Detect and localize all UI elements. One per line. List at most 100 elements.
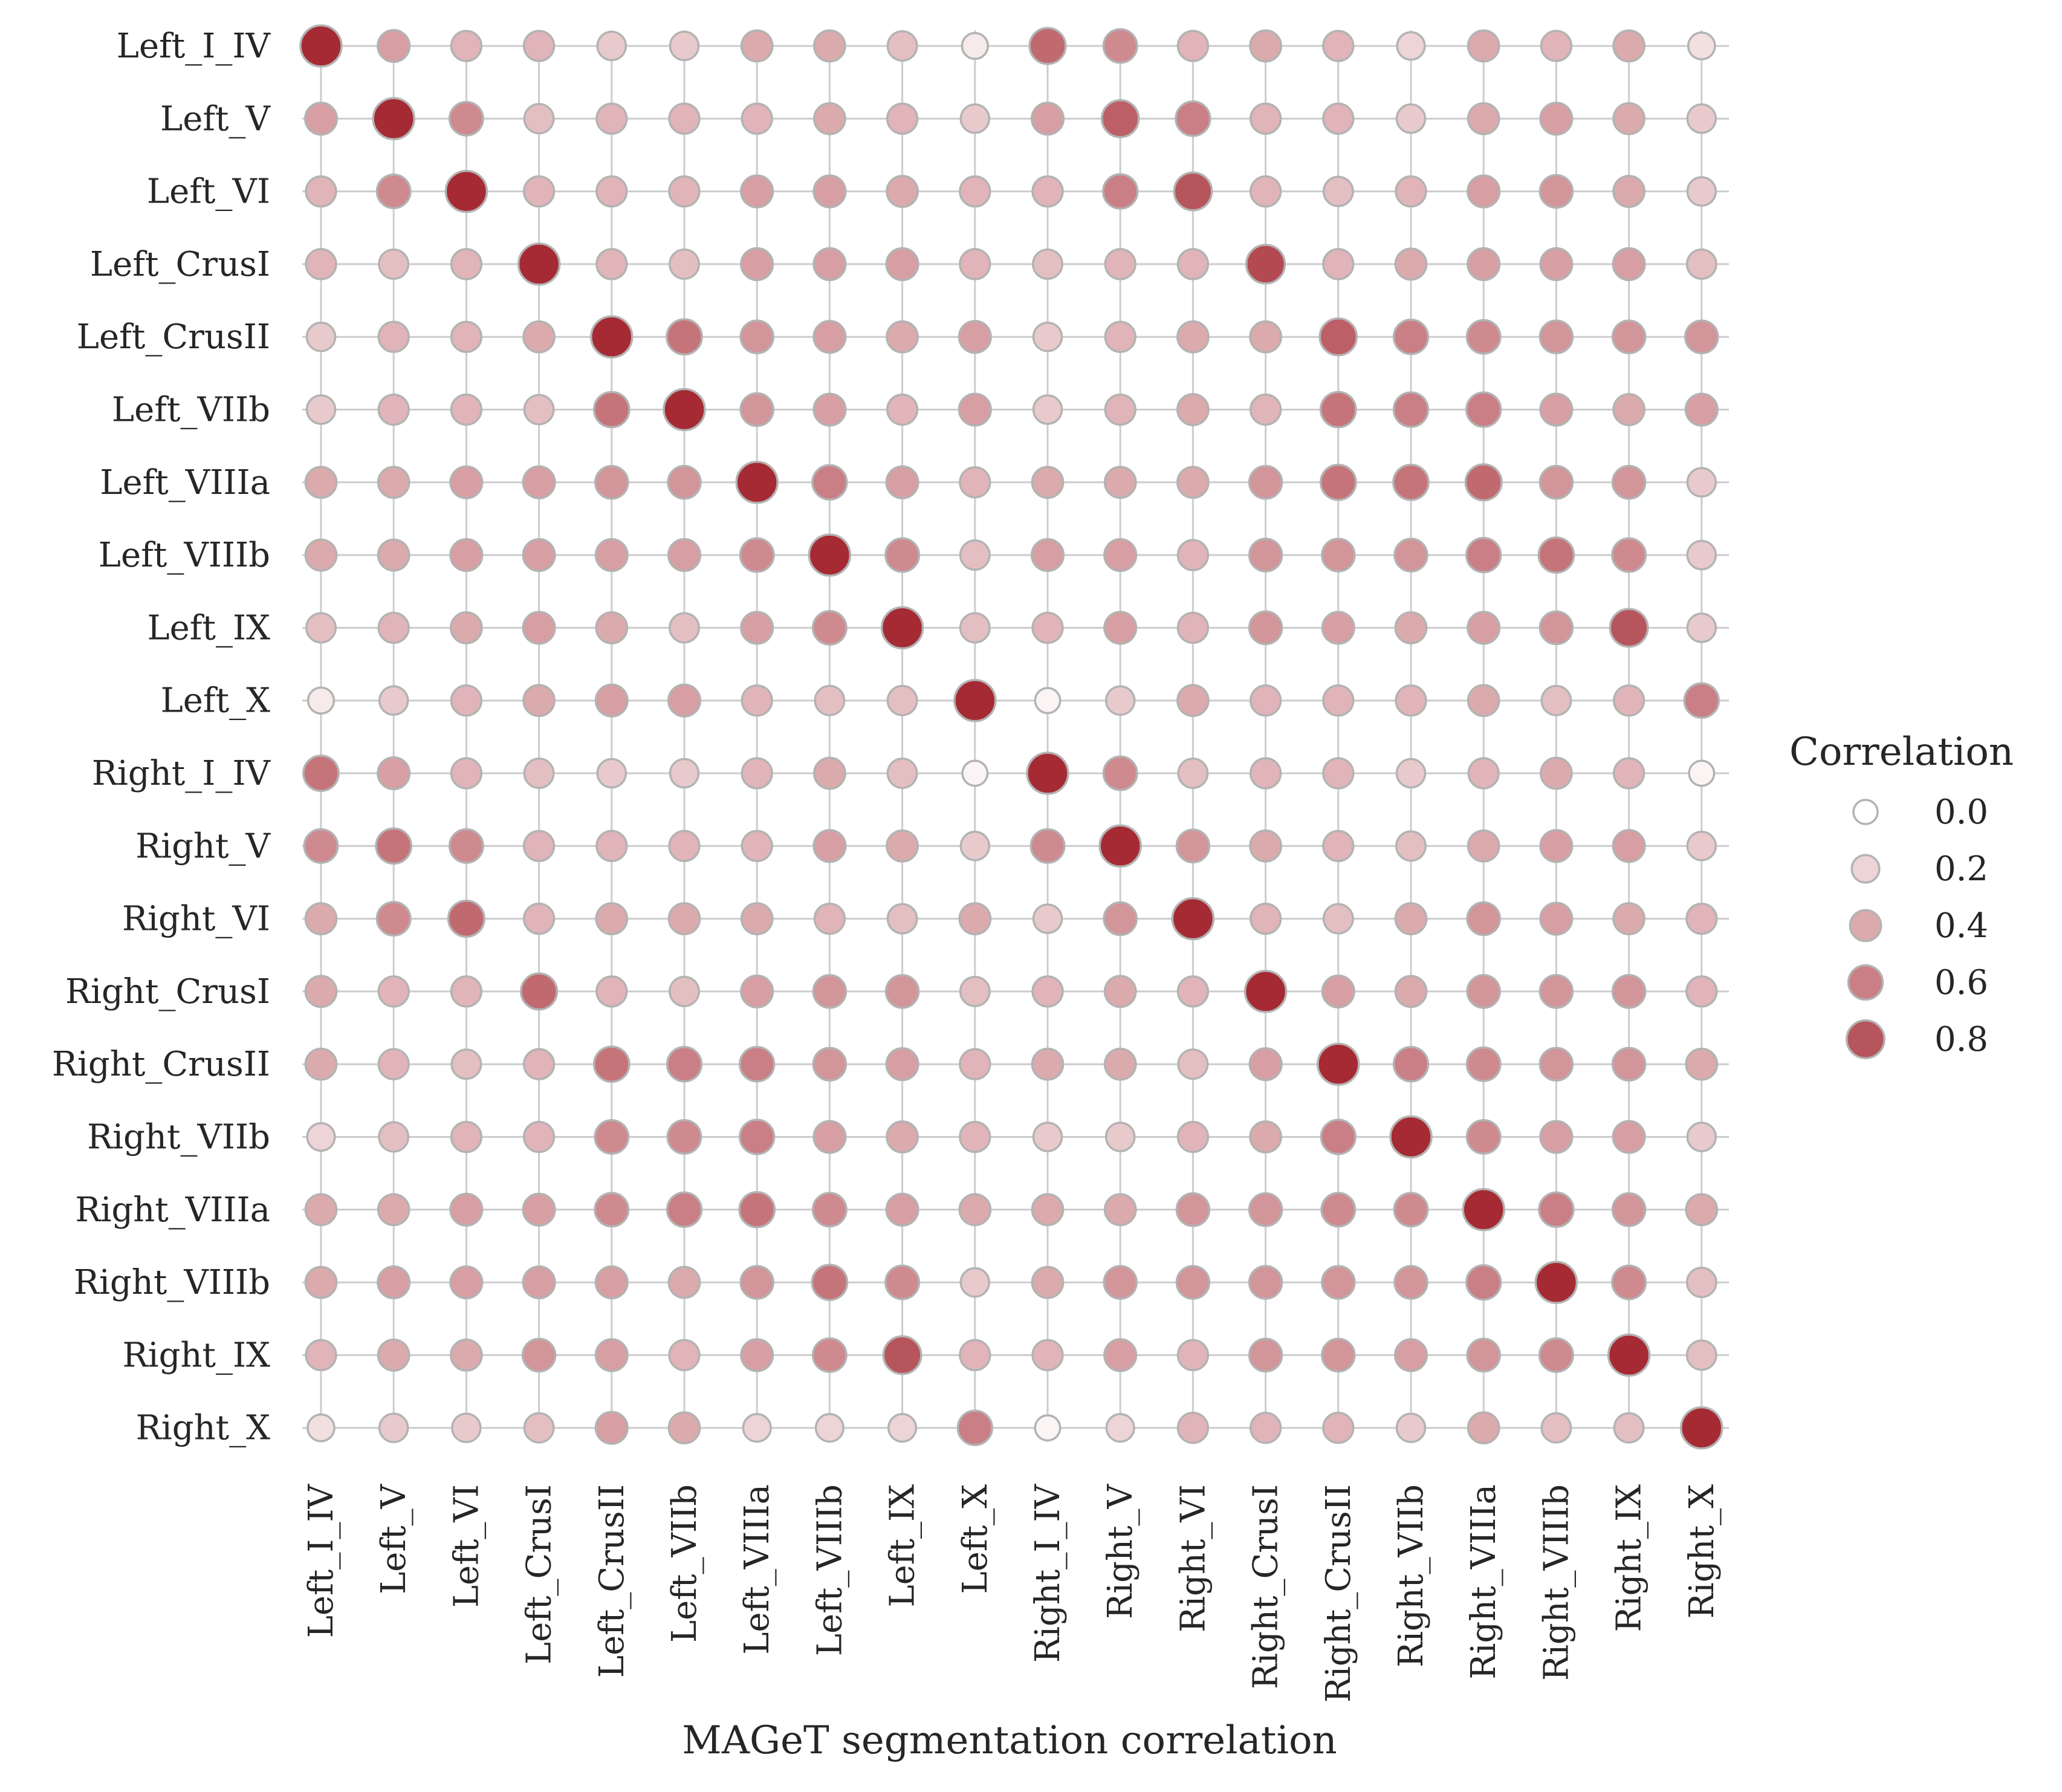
- dot-Left_CrusII-Left_VIIIa: [739, 319, 774, 354]
- dot-Left_CrusI-Left_CrusI: [517, 242, 561, 286]
- dot-Left_VIIb-Right_VIIIb: [1539, 392, 1574, 427]
- dot-Left_CrusI-Left_VIIIa: [740, 247, 774, 281]
- y-tick-label: Right_I_IV: [92, 754, 271, 793]
- dot-Right_VIIIb-Right_CrusII: [1321, 1265, 1356, 1300]
- dot-Right_IX-Right_IX: [1607, 1333, 1651, 1377]
- dot-Left_VIIIa-Left_CrusII: [594, 465, 629, 500]
- dot-Left_I_IV-Left_VIIIb: [813, 29, 846, 63]
- dot-Right_VIIIb-Right_I_IV: [1031, 1265, 1065, 1299]
- dot-Left_VIIIb-Right_VI: [1176, 539, 1210, 571]
- dot-Left_V-Right_CrusII: [1322, 102, 1355, 135]
- dot-Right_VIIIb-Left_VIIb: [667, 1265, 701, 1299]
- dot-Right_I_IV-Left_I_IV: [302, 755, 340, 792]
- dot-Left_I_IV-Right_IX: [1612, 29, 1645, 63]
- dot-Right_X-Right_VIIIb: [1540, 1412, 1572, 1444]
- dot-Right_VIIIa-Left_VI: [449, 1192, 484, 1227]
- dot-Left_VIIb-Right_I_IV: [1032, 394, 1063, 425]
- x-tick-label: Right_VIIIb: [1537, 1484, 1576, 1681]
- dot-Left_I_IV-Left_CrusI: [522, 30, 556, 62]
- dot-Left_VIIIb-Right_I_IV: [1030, 538, 1065, 573]
- dot-Right_X-Right_I_IV: [1034, 1414, 1062, 1442]
- dot-Right_X-Left_I_IV: [306, 1413, 336, 1443]
- dot-Right_V-Left_VIIIa: [741, 829, 773, 862]
- dot-Left_VIIIa-Right_V: [1103, 466, 1137, 499]
- dot-Right_V-Right_X: [1686, 831, 1717, 862]
- dot-Right_IX-Left_X: [959, 1339, 991, 1372]
- dot-Left_CrusII-Right_VI: [1176, 320, 1210, 354]
- dot-Right_VIIIa-Right_VIIIa: [1462, 1188, 1505, 1232]
- dot-Left_VIIb-Left_VIIIa: [739, 392, 774, 427]
- dot-Right_CrusII-Right_I_IV: [1031, 1047, 1065, 1081]
- dot-Left_CrusII-Left_VIIIb: [812, 320, 847, 354]
- dot-Left_VIIb-Right_VI: [1176, 393, 1210, 426]
- dot-Left_VIIIb-Right_CrusII: [1321, 537, 1356, 573]
- y-tick-label: Right_CrusII: [52, 1045, 270, 1084]
- dot-Right_I_IV-Left_V: [377, 756, 411, 791]
- dot-Right_CrusII-Right_VI: [1177, 1048, 1209, 1080]
- dot-Left_IX-Left_X: [959, 612, 991, 644]
- legend-label: 0.0: [1934, 793, 1988, 832]
- dot-Left_I_IV-Right_VI: [1176, 30, 1210, 62]
- x-tick-label: Left_IX: [883, 1484, 922, 1608]
- dot-Left_CrusI-Right_VIIb: [1394, 247, 1428, 281]
- dot-Left_IX-Right_CrusI: [1248, 610, 1283, 646]
- dot-Right_VIIIa-Right_VIIIb: [1538, 1191, 1575, 1228]
- dot-Left_X-Left_VI: [450, 684, 483, 717]
- dot-Left_VIIb-Right_V: [1104, 393, 1136, 426]
- dot-Left_VIIIb-Left_IX: [884, 537, 921, 573]
- dot-Left_I_IV-Right_X: [1687, 31, 1716, 60]
- dot-Right_CrusI-Left_I_IV: [304, 975, 338, 1008]
- dot-Right_V-Right_VIIb: [1395, 830, 1427, 862]
- dot-Left_I_IV-Left_VIIb: [669, 30, 700, 62]
- dot-Right_I_IV-Right_I_IV: [1026, 752, 1069, 795]
- dot-Right_IX-Left_CrusI: [521, 1337, 557, 1373]
- dot-Left_VIIIa-Left_VI: [449, 465, 484, 499]
- dot-Right_IX-Right_VIIb: [1393, 1338, 1428, 1372]
- dot-Right_IX-Left_VIIb: [668, 1339, 701, 1372]
- dot-Right_VIIIa-Left_VIIIb: [811, 1192, 848, 1228]
- dot-Left_VI-Left_VIIb: [668, 175, 701, 208]
- dot-Right_X-Left_V: [378, 1412, 409, 1443]
- dot-Left_VI-Right_I_IV: [1031, 175, 1064, 208]
- dot-Right_VIIIb-Left_V: [377, 1265, 411, 1300]
- dot-Left_V-Left_CrusI: [523, 103, 555, 135]
- y-tick-labels: Left_I_IV Left_V Left_VI Left_CrusI Left_Cru…: [52, 27, 271, 1448]
- dot-Right_IX-Right_I_IV: [1031, 1339, 1064, 1372]
- dot-Right_VI-Right_VIIIa: [1466, 901, 1501, 937]
- legend-marker: [1852, 799, 1879, 825]
- dot-Right_VIIIb-Left_X: [959, 1267, 991, 1298]
- dot-Right_VIIb-Left_IX: [886, 1120, 919, 1154]
- dot-Right_VIIb-Right_VI: [1176, 1120, 1210, 1154]
- dot-Left_I_IV-Left_IX: [886, 30, 918, 62]
- dot-Left_VIIIa-Left_VIIb: [667, 465, 702, 500]
- dot-Left_V-Right_V: [1100, 99, 1140, 138]
- dot-Right_X-Right_VI: [1176, 1412, 1210, 1444]
- dot-Left_CrusI-Left_VIIb: [669, 248, 700, 280]
- dot-Left_VIIb-Left_VIIb: [663, 388, 706, 432]
- dot-Right_CrusI-Right_VIIIb: [1538, 974, 1574, 1009]
- dot-Right_CrusII-Left_VIIb: [666, 1046, 703, 1083]
- dot-Left_VIIb-Left_V: [377, 393, 410, 426]
- dot-Left_VIIb-Right_CrusI: [1249, 393, 1282, 426]
- dot-Right_I_IV-Right_IX: [1612, 757, 1645, 790]
- dot-Right_CrusII-Left_VIIIb: [812, 1047, 848, 1082]
- dot-Right_I_IV-Right_CrusI: [1249, 757, 1282, 790]
- y-tick-label: Left_IX: [147, 608, 270, 648]
- dot-Right_VIIIb-Left_VIIIa: [739, 1265, 774, 1300]
- dot-Left_V-Right_IX: [1612, 102, 1645, 135]
- dot-Left_I_IV-Left_CrusII: [596, 30, 627, 62]
- dot-Left_VIIIa-Right_VI: [1176, 466, 1210, 499]
- dot-Right_VIIIa-Right_V: [1103, 1193, 1137, 1227]
- x-tick-label: Right_I_IV: [1028, 1483, 1068, 1663]
- dot-Right_IX-Right_VIIIa: [1466, 1337, 1501, 1373]
- legend: Correlation 0.0 0.2 0.4 0.6 0.8: [1789, 730, 2014, 1059]
- dot-Left_VI-Left_V: [375, 174, 412, 210]
- dot-Left_VI-Left_VIIIb: [812, 174, 847, 209]
- dot-Right_VIIb-Left_V: [378, 1121, 410, 1153]
- dot-Left_I_IV-Right_VIIb: [1396, 31, 1426, 61]
- dot-Left_X-Left_I_IV: [306, 686, 336, 715]
- dot-Left_VIIIa-Right_VIIIa: [1464, 463, 1503, 502]
- dot-Right_IX-Right_VI: [1176, 1339, 1210, 1372]
- dot-Right_CrusI-Right_CrusII: [1321, 974, 1355, 1008]
- dot-Right_VI-Right_X: [1685, 902, 1718, 935]
